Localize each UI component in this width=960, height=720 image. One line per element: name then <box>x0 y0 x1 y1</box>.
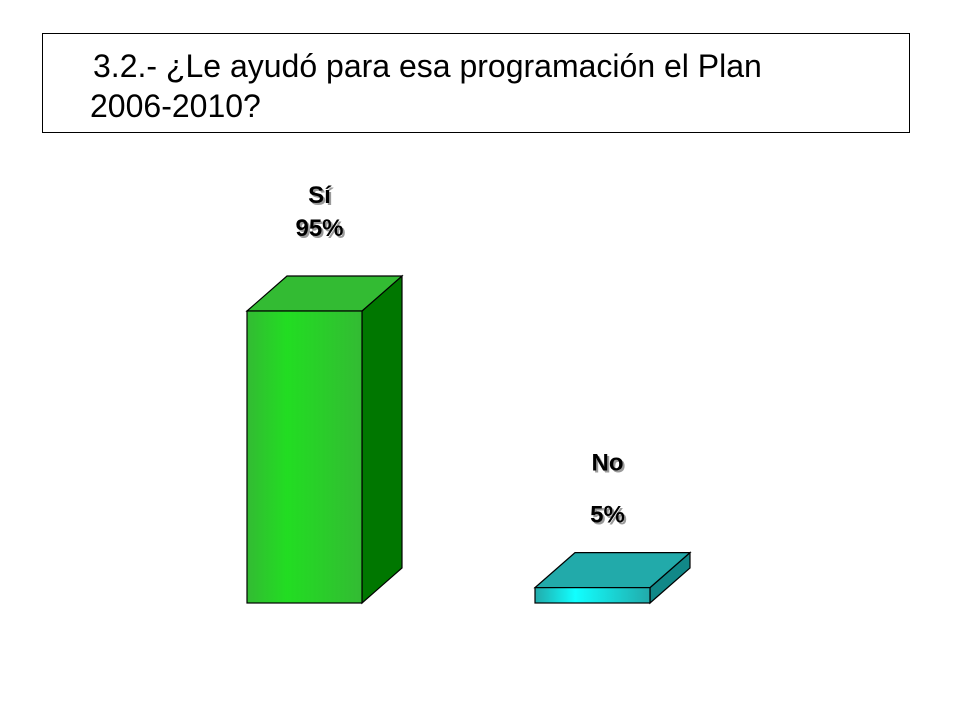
value-label-si: 95% <box>295 215 343 242</box>
category-label-si: Sí <box>308 182 332 209</box>
value-label-no: 5% <box>590 502 625 529</box>
category-label-si-shadow: Sí <box>310 184 334 211</box>
value-label-si-shadow: 95% <box>297 217 345 244</box>
chart-title-line-2: 2006-2010? <box>90 88 261 124</box>
bar-no <box>534 587 651 604</box>
category-label-no: No <box>592 450 624 477</box>
chart-title-box: 3.2.- ¿Le ayudó para esa programación el… <box>42 33 910 133</box>
bar-si <box>246 310 363 604</box>
category-label-no-shadow: No <box>594 452 626 479</box>
value-label-no-shadow: 5% <box>592 504 627 531</box>
chart-title-line-1: 3.2.- ¿Le ayudó para esa programación el… <box>93 48 762 84</box>
bar-si-side <box>361 274 403 605</box>
